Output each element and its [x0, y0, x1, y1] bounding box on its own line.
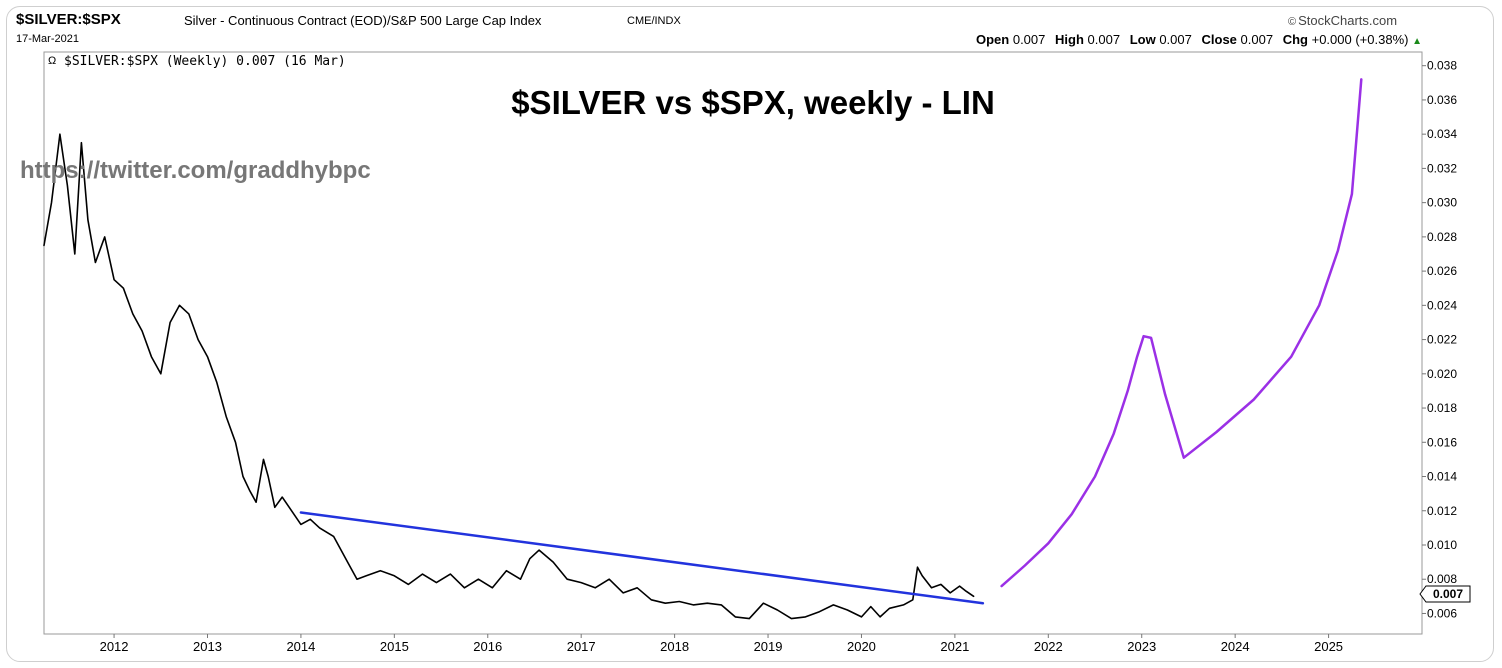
y-tick-label: 0.006 — [1427, 606, 1457, 620]
x-tick-label: 2016 — [473, 639, 502, 654]
last-value-tag-text: 0.007 — [1433, 587, 1463, 601]
x-tick-label: 2012 — [100, 639, 129, 654]
x-tick-label: 2023 — [1127, 639, 1156, 654]
x-tick-label: 2017 — [567, 639, 596, 654]
projection-curve — [1000, 78, 1363, 588]
y-tick-label: 0.016 — [1427, 435, 1457, 449]
x-tick-label: 2014 — [286, 639, 315, 654]
x-tick-label: 2021 — [940, 639, 969, 654]
legend-icon: Ω — [48, 55, 56, 67]
close-label: Close — [1201, 32, 1237, 47]
chg-value: +0.000 (+0.38%) — [1311, 32, 1409, 47]
y-tick-label: 0.010 — [1427, 538, 1457, 552]
chg-label: Chg — [1282, 32, 1308, 47]
twitter-watermark: https://twitter.com/graddhybpc — [20, 157, 371, 184]
y-tick-label: 0.022 — [1427, 333, 1457, 347]
y-tick-label: 0.038 — [1427, 59, 1457, 73]
y-tick-label: 0.018 — [1427, 401, 1457, 415]
y-tick-label: 0.036 — [1427, 93, 1457, 107]
trendline — [299, 511, 985, 605]
low-value: 0.007 — [1159, 32, 1192, 47]
x-tick-label: 2013 — [193, 639, 222, 654]
y-tick-label: 0.026 — [1427, 264, 1457, 278]
chart-date: 17-Mar-2021 — [16, 33, 79, 45]
x-tick-label: 2015 — [380, 639, 409, 654]
brand-name: StockCharts.com — [1298, 13, 1398, 28]
last-value-tag-shape — [1419, 585, 1471, 603]
y-tick-label: 0.014 — [1427, 470, 1457, 484]
low-label: Low — [1129, 32, 1156, 47]
close-value: 0.007 — [1240, 32, 1274, 47]
chart-marks — [43, 78, 1363, 620]
copyright-icon: © — [1288, 16, 1297, 28]
plot-area — [43, 51, 1423, 635]
x-tick-label: 2022 — [1034, 639, 1063, 654]
open-value: 0.007 — [1012, 32, 1046, 47]
y-tick-label: 0.012 — [1427, 504, 1457, 518]
y-tick-label: 0.034 — [1427, 127, 1457, 141]
x-tick-label: 2018 — [660, 639, 689, 654]
y-tick-label: 0.008 — [1427, 572, 1457, 586]
y-tick-label: 0.028 — [1427, 230, 1457, 244]
chart-frame — [6, 6, 1494, 662]
triangle-up-icon: ▲ — [1412, 36, 1422, 47]
x-tick-label: 2019 — [754, 639, 783, 654]
chart-description: Silver - Continuous Contract (EOD)/S&P 5… — [184, 13, 542, 28]
legend-text: $SILVER:$SPX (Weekly) 0.007 (16 Mar) — [64, 54, 346, 69]
chart-exchange: CME/INDX — [627, 15, 681, 27]
x-tick-label: 2020 — [847, 639, 876, 654]
open-label: Open — [975, 32, 1010, 47]
last-value-tag: 0.007 — [1419, 585, 1471, 603]
brand-label[interactable]: © StockCharts.com — [1288, 13, 1397, 28]
chart-symbol: $SILVER:$SPX — [16, 11, 121, 28]
x-tick-label: 2025 — [1314, 639, 1343, 654]
x-axis: 2012 2013 2014 2015 2016 2017 2018 2019 2020 2021… — [100, 634, 1343, 654]
high-label: High — [1055, 32, 1084, 47]
ohlc-readout: Open 0.007 High 0.007 Low 0.007 Close 0.… — [976, 32, 1422, 47]
high-value: 0.007 — [1087, 32, 1121, 47]
y-tick-label: 0.030 — [1427, 196, 1457, 210]
chart-annotation-title: $SILVER vs $SPX, weekly - LIN — [511, 84, 995, 121]
x-tick-label: 2024 — [1221, 639, 1250, 654]
y-tick-label: 0.024 — [1427, 298, 1457, 312]
y-tick-label: 0.020 — [1427, 367, 1457, 381]
silver-spx-ratio-line — [43, 133, 975, 620]
y-tick-label: 0.032 — [1427, 161, 1457, 175]
y-axis: 0.038 0.036 0.034 0.032 0.030 0.028 0.026 0.024… — [1422, 59, 1457, 620]
